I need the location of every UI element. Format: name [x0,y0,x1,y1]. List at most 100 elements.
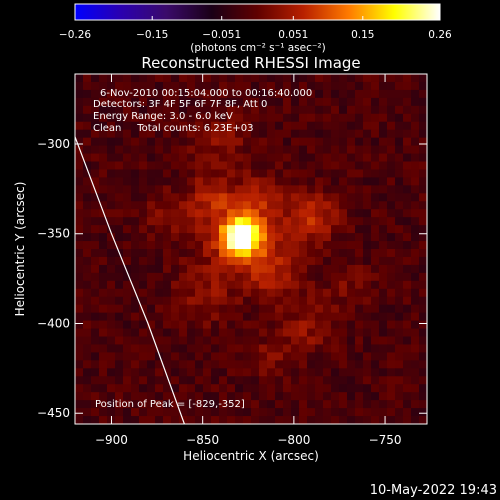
heatmap-cell [403,169,412,178]
heatmap-cell [115,264,124,274]
heatmap-cell [147,304,156,314]
heatmap-cell [83,233,92,242]
heatmap-cell [107,161,116,171]
heatmap-cell [371,256,380,266]
heatmap-cell [267,89,276,99]
heatmap-cell [107,360,116,369]
heatmap-cell [355,376,364,385]
heatmap-cell [83,193,92,202]
heatmap-cell [107,121,116,131]
heatmap-cell [195,328,204,338]
heatmap-cell [275,97,284,107]
heatmap-cell [283,89,292,99]
heatmap-cell [387,320,396,330]
heatmap-cell [307,217,316,226]
heatmap-cell [395,336,404,346]
heatmap-cell [235,169,244,178]
heatmap-cell [307,225,316,234]
heatmap-cell [211,129,220,139]
heatmap-cell [371,392,380,401]
info-line-energy: Energy Range: 3.0 - 6.0 keV [93,111,233,122]
heatmap-cell [75,241,84,250]
heatmap-cell [331,336,340,346]
heatmap-cell [235,177,244,186]
heatmap-cell [347,336,356,346]
heatmap-cell [211,209,220,218]
heatmap-cell [187,272,196,282]
heatmap-cell [251,320,260,330]
heatmap-cell [275,360,284,369]
heatmap-cell [107,368,116,377]
heatmap-cell [403,209,412,218]
heatmap-cell [323,74,332,83]
heatmap-cell [131,336,140,346]
heatmap-cell [275,272,284,282]
heatmap-cell [395,256,404,266]
heatmap-cell [379,185,388,194]
heatmap-cell [139,344,148,353]
heatmap-cell [139,217,148,226]
heatmap-cell [139,249,148,258]
heatmap-cell [267,336,276,346]
heatmap-cell [283,376,292,385]
heatmap-cell [419,296,427,306]
heatmap-cell [363,344,372,353]
heatmap-cell [283,272,292,282]
heatmap-cell [219,336,228,346]
heatmap-cell [171,193,180,202]
heatmap-cell [171,280,180,290]
heatmap-cell [347,344,356,353]
heatmap-cell [379,264,388,274]
heatmap-cell [331,217,340,226]
heatmap-cell [307,408,316,417]
heatmap-cell [131,161,140,171]
heatmap-cell [379,97,388,107]
heatmap-cell [235,129,244,139]
heatmap-cell [187,408,196,417]
heatmap-cell [99,201,108,210]
heatmap-cell [395,74,404,83]
heatmap-cell [251,360,260,369]
heatmap-cell [187,312,196,322]
heatmap-cell [363,384,372,393]
heatmap-cell [155,384,164,393]
heatmap-cell [283,408,292,417]
heatmap-cell [339,97,348,107]
heatmap-cell [339,320,348,330]
x-axis-ticks: −900 −850 −800 −750 [95,74,402,447]
heatmap-cell [363,81,372,91]
heatmap-cell [283,185,292,194]
heatmap-cell [139,209,148,218]
heatmap-cell [91,288,100,298]
heatmap-cell [99,249,108,258]
heatmap-cell [211,336,220,346]
heatmap-cell [131,304,140,314]
heatmap-cell [315,121,324,131]
heatmap-cell [123,97,132,107]
heatmap-cell [75,249,84,258]
heatmap-cell [395,209,404,218]
heatmap-cell [315,81,324,91]
heatmap-cell [299,376,308,385]
heatmap-cell [315,336,324,346]
heatmap-cell [83,360,92,369]
heatmap-cell [83,217,92,226]
heatmap-cell [387,312,396,322]
heatmap-cell [235,97,244,107]
heatmap-cell [363,177,372,186]
heatmap-cell [195,392,204,401]
heatmap-cell [155,368,164,377]
heatmap-cell [283,113,292,123]
heatmap-cell [131,328,140,338]
heatmap-cell [315,376,324,385]
heatmap-cell [267,368,276,377]
heatmap-cell [179,185,188,194]
heatmap-cell [251,296,260,306]
heatmap-cell [307,129,316,139]
heatmap-cell [83,264,92,274]
heatmap-cell [363,312,372,322]
heatmap-cell [339,312,348,322]
heatmap-cell [227,97,236,107]
heatmap-cell [195,105,204,115]
heatmap-cell [291,233,300,242]
